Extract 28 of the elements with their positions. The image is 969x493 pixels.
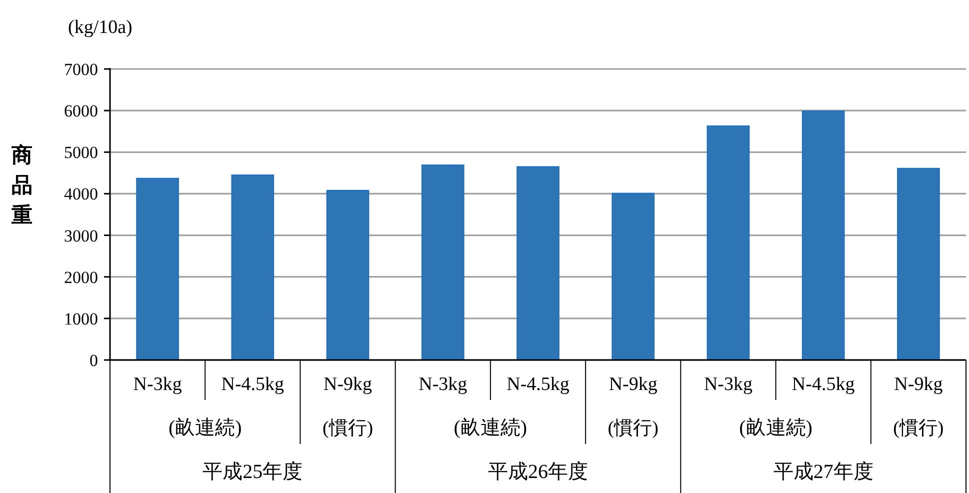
y-tick-label: 5000 [64, 143, 98, 162]
text: 平成26年度 [488, 461, 588, 483]
y-tick-label: 3000 [64, 226, 98, 246]
x-tick-label: N-9kg [608, 374, 658, 395]
text: (慣行) [893, 418, 944, 439]
x-tick-label: N-9kg [323, 374, 373, 395]
text: (畝連続) [454, 417, 528, 439]
text: (慣行) [608, 418, 658, 439]
text: (畝連続) [168, 417, 242, 439]
x-tick-label: N-3kg [418, 374, 468, 395]
y-tick-label: 0 [90, 351, 98, 370]
y-tick-label: 4000 [64, 184, 98, 204]
y-axis-title: 商品重 [10, 143, 32, 227]
y-tick-label: 6000 [64, 102, 98, 121]
x-tick-label: N-4.5kg [792, 374, 856, 395]
x-tick-label: N-4.5kg [221, 374, 285, 395]
x-tick-label: N-3kg [133, 374, 182, 395]
text: (慣行) [322, 418, 374, 439]
text: 平成25年度 [202, 461, 303, 483]
x-tick-label: N-9kg [894, 374, 944, 395]
x-tick-label: N-3kg [704, 374, 753, 395]
y-tick-label: 7000 [64, 60, 98, 79]
y-tick-label: 2000 [64, 268, 98, 287]
text: (kg/10a) [68, 17, 132, 38]
text: 平成27年度 [773, 461, 874, 483]
text: (畝連続) [739, 417, 812, 439]
y-tick-label: 1000 [64, 309, 98, 328]
x-tick-label: N-4.5kg [506, 374, 570, 395]
